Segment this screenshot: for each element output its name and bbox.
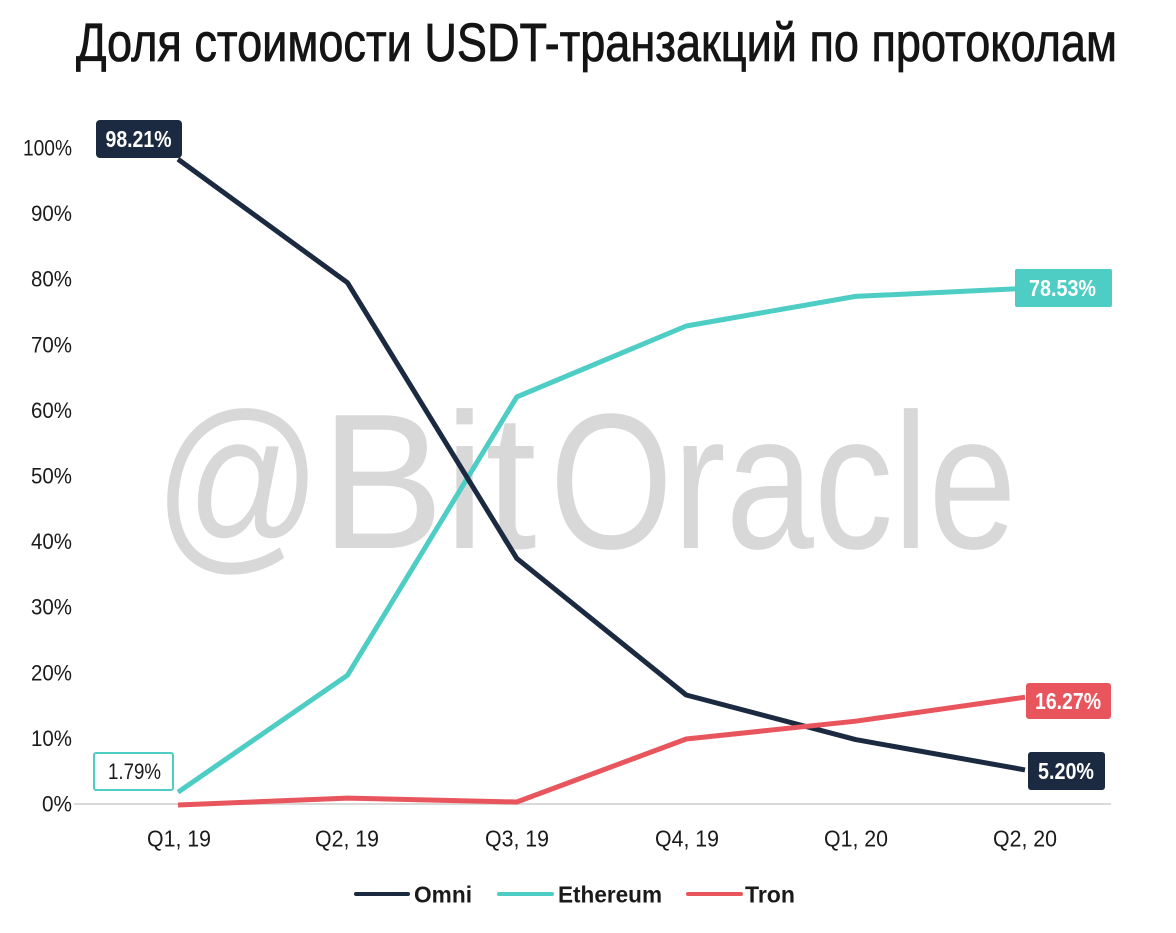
svg-text:Q2, 20: Q2, 20 xyxy=(993,826,1057,852)
svg-text:80%: 80% xyxy=(31,267,72,292)
svg-text:Q4, 19: Q4, 19 xyxy=(655,826,719,852)
svg-text:Q3, 19: Q3, 19 xyxy=(485,826,549,852)
svg-text:16.27%: 16.27% xyxy=(1035,688,1101,714)
svg-text:Q2, 19: Q2, 19 xyxy=(315,826,379,852)
svg-text:@: @ xyxy=(154,373,322,589)
svg-text:30%: 30% xyxy=(31,595,72,620)
svg-text:78.53%: 78.53% xyxy=(1029,275,1096,301)
svg-text:60%: 60% xyxy=(31,398,72,423)
svg-text:Omni: Omni xyxy=(414,882,472,908)
svg-text:0%: 0% xyxy=(42,792,72,817)
svg-text:20%: 20% xyxy=(31,660,72,685)
svg-text:Oracle: Oracle xyxy=(550,373,1017,589)
svg-text:Q1, 19: Q1, 19 xyxy=(147,826,211,852)
svg-text:70%: 70% xyxy=(31,332,72,357)
svg-text:5.20%: 5.20% xyxy=(1038,758,1094,784)
svg-text:100%: 100% xyxy=(23,136,72,161)
svg-text:Bit: Bit xyxy=(321,373,537,589)
svg-text:1.79%: 1.79% xyxy=(108,759,161,784)
svg-text:98.21%: 98.21% xyxy=(106,126,172,152)
svg-text:Ethereum: Ethereum xyxy=(558,882,662,908)
svg-text:Доля стоимости USDT-транзакций: Доля стоимости USDT-транзакций по проток… xyxy=(76,13,1117,73)
svg-text:Q1, 20: Q1, 20 xyxy=(824,826,888,852)
svg-text:40%: 40% xyxy=(31,529,72,554)
svg-text:90%: 90% xyxy=(31,201,72,226)
svg-text:Tron: Tron xyxy=(745,882,795,908)
svg-text:50%: 50% xyxy=(31,464,72,489)
svg-text:10%: 10% xyxy=(31,726,72,751)
